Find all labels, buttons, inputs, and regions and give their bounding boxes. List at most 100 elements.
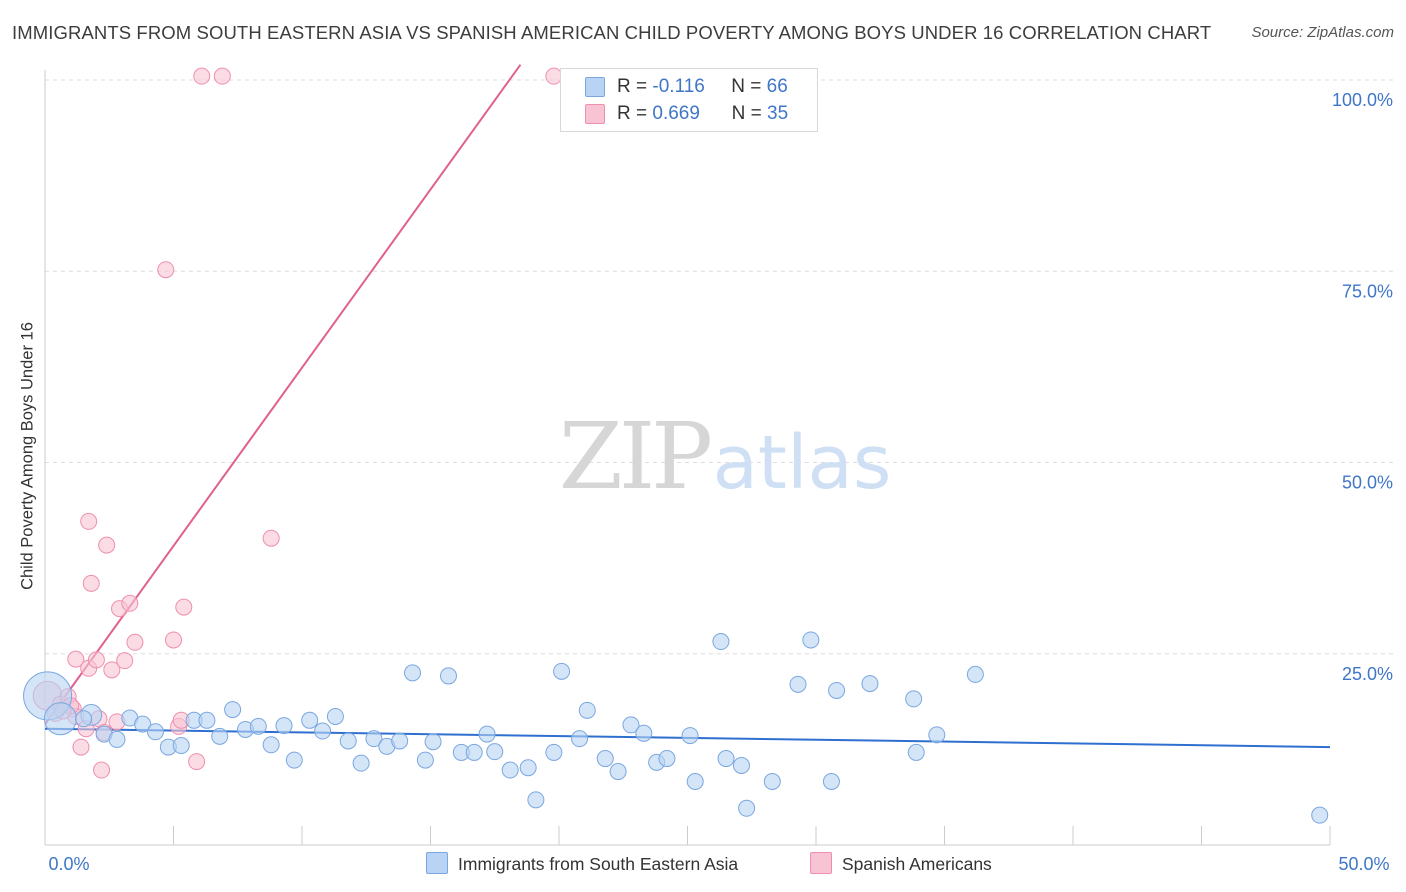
data-point-immigrants [285,751,303,769]
data-point-immigrants [211,727,229,745]
watermark: ZIP atlas [559,403,892,510]
data-point-immigrants [301,711,319,729]
data-point-spanish [157,261,175,279]
data-point-immigrants [596,750,614,768]
data-point-spanish [72,738,90,756]
data-point-immigrants [486,743,504,761]
data-point-immigrants [717,750,735,768]
data-point-immigrants [326,707,344,725]
data-point-immigrants [339,732,357,750]
data-point-immigrants [224,701,242,719]
data-point-immigrants [578,701,596,719]
data-point-immigrants [738,799,756,817]
data-point-spanish [116,652,134,670]
data-point-immigrants [147,723,165,741]
r-value: -0.116 [652,76,705,97]
data-point-immigrants [609,763,627,781]
legend-swatch-blue [426,852,448,874]
data-point-immigrants [763,773,781,791]
y-axis-label: Child Poverty Among Boys Under 16 [18,322,37,590]
data-point-immigrants [861,675,879,693]
watermark-atlas: atlas [713,420,892,506]
data-point-immigrants [424,733,442,751]
legend-label: Spanish Americans [842,854,992,874]
data-point-immigrants [822,773,840,791]
data-point-spanish [213,67,231,85]
data-point-spanish [165,631,182,649]
data-point-immigrants [681,727,699,745]
data-point-immigrants [416,751,434,769]
data-point-immigrants [134,715,152,733]
x-tick-label: 50.0% [1338,854,1389,874]
data-point-immigrants [43,702,77,736]
data-point-immigrants [622,716,640,734]
data-point-immigrants [732,756,750,774]
data-point-immigrants [478,725,496,743]
data-point-immigrants [553,662,571,680]
data-point-spanish [175,598,193,616]
data-point-spanish [80,512,98,530]
data-point-immigrants [465,743,483,761]
grid-lines [45,79,1395,655]
data-point-spanish [67,650,85,668]
data-point-spanish [87,651,105,669]
trend-line-spanish [44,64,522,725]
watermark-zip: ZIP [559,403,710,510]
y-tick-label: 100.0% [1332,90,1393,110]
data-point-immigrants [519,759,537,777]
r-value: 0.669 [652,103,700,124]
r-label: R = [617,76,648,97]
data-point-immigrants [262,736,280,754]
n-label: N = [731,76,762,97]
data-point-immigrants [828,681,846,699]
data-point-immigrants [108,730,126,748]
data-point-immigrants [905,690,923,708]
data-points [23,67,1329,824]
legend-item-spanish: Spanish Americans [810,852,992,875]
data-point-immigrants [249,717,267,735]
legend-item-immigrants: Immigrants from South Eastern Asia [426,852,738,875]
legend-swatch-blue [585,77,605,97]
data-point-immigrants [198,711,216,729]
x-tick-label: 0.0% [48,854,89,874]
data-point-immigrants [907,743,925,761]
data-point-immigrants [712,633,730,651]
data-point-immigrants [789,675,807,693]
data-point-spanish [98,536,116,554]
data-point-immigrants [501,761,519,779]
data-point-spanish [103,661,121,679]
data-point-immigrants [635,724,653,742]
legend-swatch-pink [810,852,832,874]
n-value: 66 [766,76,788,97]
data-point-immigrants [571,730,589,748]
data-point-immigrants [1311,806,1329,824]
data-point-immigrants [686,773,704,791]
data-point-immigrants [75,710,93,728]
data-point-immigrants [545,743,563,761]
tick-labels: 25.0% 50.0% 75.0% 100.0% 0.0% 50.0% [48,90,1393,874]
data-point-spanish [262,529,280,547]
data-point-immigrants [275,717,293,735]
data-point-immigrants [172,737,190,755]
data-point-spanish [188,753,206,771]
data-point-spanish [121,594,139,612]
data-point-immigrants [439,667,457,685]
data-point-spanish [126,633,144,651]
data-point-immigrants [352,754,370,772]
data-point-immigrants [365,730,383,748]
data-point-immigrants [802,631,820,649]
data-point-immigrants [527,791,545,809]
data-point-immigrants [404,664,422,682]
data-point-spanish [193,67,211,85]
n-value: 35 [767,103,789,124]
chart-title: IMMIGRANTS FROM SOUTH EASTERN ASIA VS SP… [12,22,1212,43]
legend-label: Immigrants from South Eastern Asia [458,854,739,874]
stats-legend: R = -0.116 N = 66 R = 0.669 N = 35 [560,68,818,132]
y-tick-label: 50.0% [1342,473,1393,493]
y-tick-label: 25.0% [1342,664,1393,684]
data-point-spanish [82,574,100,592]
data-point-immigrants [966,665,984,683]
data-point-immigrants [391,732,409,750]
source-note: Source: ZipAtlas.com [1251,24,1394,41]
